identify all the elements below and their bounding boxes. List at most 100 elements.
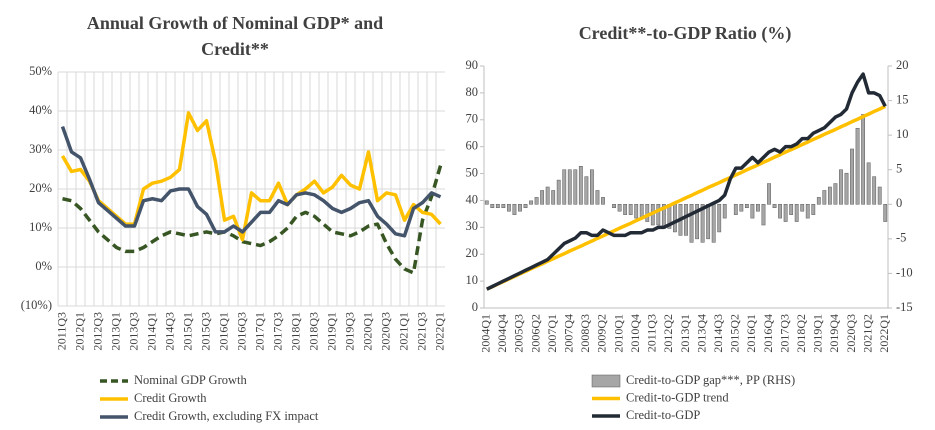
bar xyxy=(767,183,771,205)
bar xyxy=(883,204,888,222)
bar xyxy=(562,169,567,205)
bar xyxy=(578,166,583,205)
bar xyxy=(545,186,550,205)
x-tick-label: 2010Q1 xyxy=(611,314,625,353)
bar xyxy=(816,197,821,205)
bar xyxy=(518,204,522,212)
bar xyxy=(645,204,650,222)
x-tick-label: 2015Q1 xyxy=(180,312,194,351)
bar xyxy=(556,179,561,205)
bar xyxy=(700,204,705,243)
x-tick-label: 2014Q1 xyxy=(144,312,158,351)
y-tick-label: 40 xyxy=(466,192,479,206)
bar xyxy=(656,204,661,226)
bar xyxy=(584,176,589,205)
y-tick-label: 60 xyxy=(466,139,479,153)
legend-label: Credit-to-GDP gap***, PP (RHS) xyxy=(626,373,795,387)
y-tick-label: (10%) xyxy=(21,298,52,312)
bar xyxy=(512,204,517,215)
bar xyxy=(789,204,794,215)
bar xyxy=(761,204,766,226)
x-tick-label: 2020Q3 xyxy=(378,312,392,351)
bar xyxy=(744,204,749,208)
bar xyxy=(706,204,711,240)
x-tick-label: 2010Q4 xyxy=(628,314,642,353)
y2-tick-label: 15 xyxy=(896,92,909,106)
line-series xyxy=(62,165,443,275)
x-tick-label: 2020Q3 xyxy=(844,314,858,353)
y2-tick-label: -10 xyxy=(896,265,913,279)
bar xyxy=(567,169,572,205)
x-tick-label: 2011Q3 xyxy=(54,312,68,350)
legend-swatch xyxy=(591,374,621,388)
x-tick-label: 2017Q3 xyxy=(270,312,284,351)
bar xyxy=(612,204,616,208)
line-series xyxy=(60,126,442,238)
bar xyxy=(827,186,832,205)
x-tick-label: 2005Q3 xyxy=(512,314,526,353)
bar xyxy=(733,204,738,215)
bar xyxy=(866,162,871,205)
bar xyxy=(800,204,805,212)
chart-title: Annual Growth of Nominal GDP* and Credit… xyxy=(86,13,384,59)
bar xyxy=(750,204,755,219)
bar xyxy=(877,186,882,205)
bar xyxy=(534,197,539,205)
bar xyxy=(783,204,788,222)
y-tick-label: 30% xyxy=(29,142,52,156)
bar xyxy=(673,204,677,233)
x-tick-label: 2019Q3 xyxy=(342,312,356,351)
x-tick-label: 2014Q3 xyxy=(711,314,725,353)
x-tick-label: 2007Q1 xyxy=(545,314,559,353)
x-tick-label: 2020Q1 xyxy=(360,312,374,351)
x-tick-label: 2021Q2 xyxy=(860,314,874,353)
legend-label: Credit Growth xyxy=(134,391,207,405)
bar xyxy=(872,176,877,205)
x-tick-label: 2018Q1 xyxy=(288,312,302,351)
x-tick-label: 2011Q3 xyxy=(645,314,659,352)
bar xyxy=(822,190,827,205)
y-tick-label: 40% xyxy=(29,103,52,117)
bar xyxy=(855,127,860,205)
y2-tick-label: 0 xyxy=(896,196,902,210)
y-tick-label: 0% xyxy=(35,259,52,273)
x-tick-label: 2013Q1 xyxy=(108,312,122,351)
y2-tick-label: 20 xyxy=(896,58,909,72)
bar xyxy=(811,204,816,215)
y-tick-label: 10 xyxy=(466,273,479,287)
y-tick-label: 20 xyxy=(466,246,479,260)
x-tick-label: 2013Q3 xyxy=(126,312,140,351)
bar xyxy=(684,204,688,236)
bar xyxy=(634,204,639,219)
y-tick-label: 30 xyxy=(466,219,479,233)
x-tick-label: 2018Q3 xyxy=(306,312,320,351)
bar xyxy=(529,200,533,205)
x-tick-label: 2022Q1 xyxy=(877,314,891,353)
bar xyxy=(590,169,594,205)
bar xyxy=(778,204,782,219)
x-tick-label: 2016Q3 xyxy=(234,312,248,351)
bar xyxy=(595,190,600,205)
bar xyxy=(617,204,622,212)
bar xyxy=(695,204,699,240)
x-tick-label: 2016Q1 xyxy=(744,314,758,353)
bar xyxy=(490,204,495,208)
bar xyxy=(833,183,838,205)
bar xyxy=(722,204,727,219)
legend-label: Credit-to-GDP trend xyxy=(626,390,729,404)
y-tick-label: 20% xyxy=(29,181,52,195)
bar xyxy=(506,204,511,212)
bar xyxy=(756,204,760,212)
bar xyxy=(551,190,556,205)
bar xyxy=(573,169,578,205)
bar xyxy=(623,204,628,215)
bar xyxy=(689,204,694,243)
x-tick-label: 2014Q3 xyxy=(162,312,176,351)
bar xyxy=(501,204,506,208)
y-tick-label: 70 xyxy=(466,112,479,126)
legend-label: Nominal GDP Growth xyxy=(134,373,247,387)
legend-label: Credit Growth, excluding FX impact xyxy=(134,409,319,423)
x-tick-label: 2021Q3 xyxy=(414,312,428,351)
